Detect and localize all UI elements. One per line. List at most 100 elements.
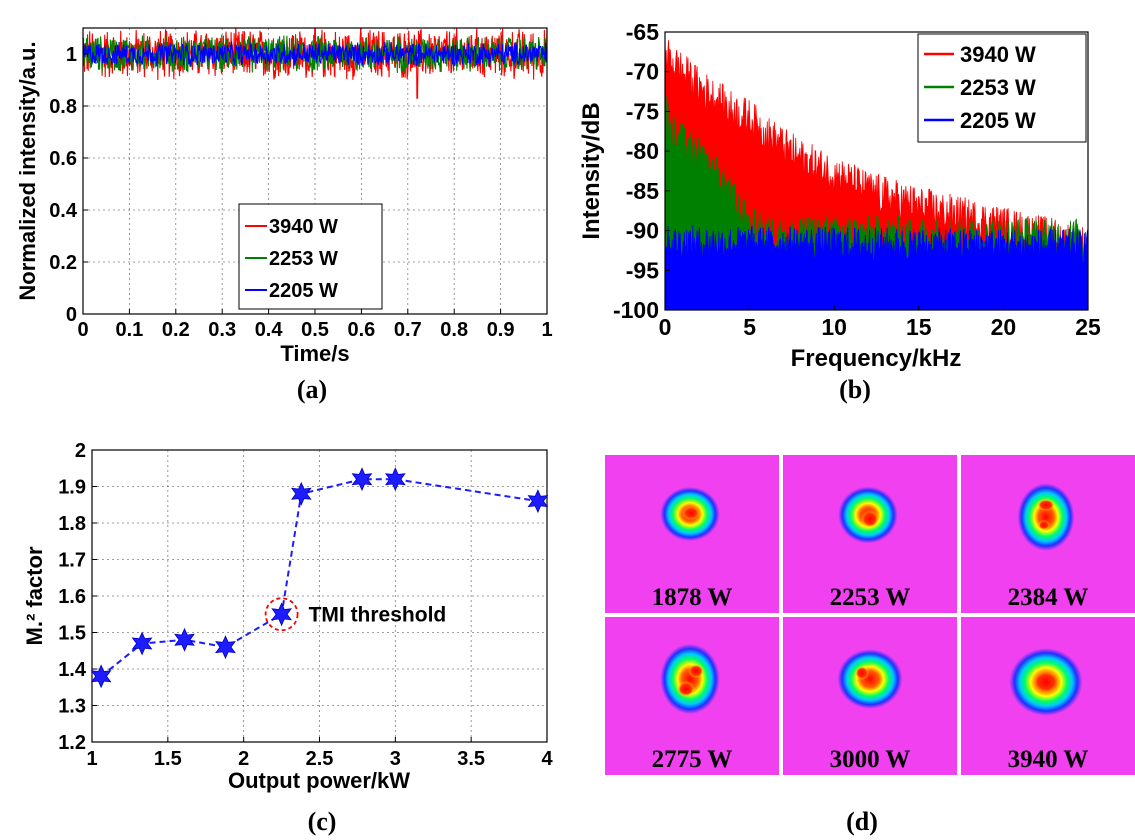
chart-c-star-marker bbox=[90, 664, 112, 689]
chart-a-xtick-label: 0.1 bbox=[115, 319, 143, 341]
beam-hot-spot bbox=[855, 666, 869, 680]
beam-profile-cell: 1878 W bbox=[605, 455, 779, 613]
beam-spot bbox=[837, 649, 903, 709]
chart-a-legend: 3940 W 2253 W 2205 W bbox=[238, 203, 383, 310]
chart-a-xtick-label: 0.7 bbox=[394, 319, 422, 341]
chart-c-grid bbox=[92, 450, 547, 742]
chart-b-ytick-label: -80 bbox=[626, 138, 659, 164]
chart-a-legend-label: 3940 W bbox=[269, 216, 338, 238]
chart-b-xlabel: Frequency/kHz bbox=[791, 345, 962, 372]
chart-b-ytick-label: -90 bbox=[626, 218, 659, 244]
chart-c-xtick-label: 3.5 bbox=[457, 748, 485, 770]
chart-b-ytick-label: -100 bbox=[613, 297, 659, 323]
chart-a-ytick-label: 0.6 bbox=[49, 148, 77, 170]
chart-c-xtick-label: 1.5 bbox=[154, 748, 182, 770]
beam-hot-spot bbox=[1038, 520, 1050, 530]
panel-label-b: (b) bbox=[839, 375, 871, 404]
chart-a-ytick-label: 0.4 bbox=[49, 200, 78, 222]
beam-power-label: 2775 W bbox=[652, 746, 733, 773]
chart-c-xlabel: Output power/kW bbox=[228, 768, 410, 793]
chart-a-xlabel: Time/s bbox=[280, 341, 349, 366]
chart-b-data bbox=[665, 40, 1088, 310]
chart-b: 0 5 10 15 20 25 -65 -70 -75 -80 -85 -90 -95 -100 Freq… bbox=[578, 19, 1101, 404]
chart-c-ytick-label: 1.2 bbox=[58, 732, 86, 754]
beam-spot bbox=[1017, 483, 1075, 551]
chart-a-xtick-label: 0.6 bbox=[347, 319, 375, 341]
chart-a-series-line bbox=[83, 41, 547, 67]
chart-c-star-marker bbox=[351, 467, 373, 492]
chart-c-xtick-label: 3 bbox=[390, 748, 401, 770]
chart-b-frame bbox=[664, 31, 1089, 311]
chart-a-xtick-label: 0.2 bbox=[162, 319, 190, 341]
chart-a: 0 0.1 0.2 0.3 0.4 0.5 0.6 0.7 0.8 0.9 1 0 0.2 0.4 0.6 0… bbox=[15, 27, 553, 404]
chart-a-xtick-label: 1 bbox=[541, 319, 552, 341]
chart-a-legend-label: 2253 W bbox=[269, 248, 338, 270]
chart-c-star-marker bbox=[384, 467, 406, 492]
chart-a-ytick-label: 0.8 bbox=[49, 96, 77, 118]
chart-c-ytick-label: 1.6 bbox=[58, 586, 86, 608]
beam-hot-spot bbox=[677, 681, 695, 697]
beam-profile-cell: 2253 W bbox=[783, 455, 957, 613]
chart-a-ytick-label: 1 bbox=[66, 44, 77, 66]
beam-power-label: 3000 W bbox=[830, 746, 911, 773]
chart-b-ytick-label: -75 bbox=[626, 98, 659, 124]
chart-c-star-marker bbox=[271, 602, 292, 627]
chart-c-ytick-label: 2 bbox=[75, 440, 86, 462]
chart-c-xtick-label: 1 bbox=[86, 748, 97, 770]
chart-a-xtick-label: 0.4 bbox=[255, 319, 284, 341]
chart-a-data bbox=[83, 28, 547, 99]
chart-b-series-area bbox=[665, 225, 1088, 310]
beam-profile-cell: 2775 W bbox=[605, 617, 779, 775]
chart-a-ytick-label: 0.2 bbox=[49, 252, 77, 274]
chart-a-ylabel: Normalized intensity/a.u. bbox=[15, 41, 40, 300]
chart-a-ticks: 0 0.1 0.2 0.3 0.4 0.5 0.6 0.7 0.8 0.9 1 0 0.2 0.4 0.6 0… bbox=[49, 44, 552, 341]
chart-c-ytick-label: 1.5 bbox=[58, 623, 86, 645]
beam-power-label: 1878 W bbox=[652, 584, 733, 611]
chart-a-legend-box bbox=[238, 203, 383, 310]
chart-c-annotation-circle bbox=[264, 597, 299, 632]
beam-profile-cell: 3000 W bbox=[783, 617, 957, 775]
chart-c-xtick-label: 2 bbox=[238, 748, 249, 770]
chart-b-legend: 3940 W 2253 W 2205 W bbox=[917, 33, 1087, 143]
chart-c-ytick-label: 1.9 bbox=[58, 477, 86, 499]
chart-b-xtick-label: 10 bbox=[821, 314, 847, 340]
chart-c-star-marker bbox=[131, 631, 153, 656]
chart-c-star-marker bbox=[174, 627, 195, 652]
beam-hot-spot bbox=[682, 506, 700, 520]
chart-b-ytick-label: -85 bbox=[626, 178, 659, 204]
chart-c-ticks: 1 1.5 2 2.5 3 3.5 4 1.2 1.3 1.4 1.5 1.6 1.7 1.8 1.9 2 bbox=[58, 440, 553, 770]
chart-b-xtick-label: 20 bbox=[991, 314, 1017, 340]
beam-hot-spot bbox=[861, 510, 879, 528]
chart-b-ytick-label: -70 bbox=[626, 59, 659, 85]
beam-spot bbox=[660, 643, 720, 715]
chart-b-xtick-label: 25 bbox=[1075, 314, 1101, 340]
chart-c-xtick-label: 2.5 bbox=[306, 748, 334, 770]
chart-b-legend-label: 2205 W bbox=[960, 108, 1036, 133]
chart-b-xtick-label: 0 bbox=[659, 314, 672, 340]
chart-c-star-marker bbox=[527, 489, 549, 514]
chart-c-ytick-label: 1.7 bbox=[58, 550, 86, 572]
beam-power-label: 3940 W bbox=[1008, 746, 1089, 773]
beam-profile-cell: 2384 W bbox=[961, 455, 1135, 613]
beam-hot-spot bbox=[1032, 670, 1060, 694]
panel-label-a: (a) bbox=[297, 375, 327, 404]
beam-profile-cell: 3940 W bbox=[961, 617, 1135, 775]
chart-a-ytick-label: 0 bbox=[66, 304, 77, 326]
beam-power-label: 2384 W bbox=[1008, 584, 1089, 611]
beam-hot-spot bbox=[1037, 499, 1055, 511]
chart-c-ytick-label: 1.8 bbox=[58, 513, 86, 535]
chart-c-xtick-label: 4 bbox=[541, 748, 553, 770]
chart-b-ytick-label: -65 bbox=[626, 19, 659, 45]
beam-hot-spot bbox=[688, 664, 704, 678]
beam-profile-grid: 1878 W 2253 W 2384 W 2775 W 3000 W 3940 W (d) bbox=[605, 455, 1135, 836]
chart-c-data: TMI threshold bbox=[90, 467, 549, 689]
chart-c-ytick-label: 1.4 bbox=[58, 659, 87, 681]
chart-c-annotation-text: TMI threshold bbox=[309, 603, 447, 626]
chart-c-star-marker bbox=[290, 481, 312, 506]
chart-a-legend-label: 2205 W bbox=[269, 280, 338, 302]
chart-b-ytick-label: -95 bbox=[626, 257, 659, 283]
chart-b-legend-label: 2253 W bbox=[960, 75, 1036, 100]
chart-a-xtick-label: 0.8 bbox=[440, 319, 468, 341]
panel-label-d: (d) bbox=[846, 807, 878, 836]
